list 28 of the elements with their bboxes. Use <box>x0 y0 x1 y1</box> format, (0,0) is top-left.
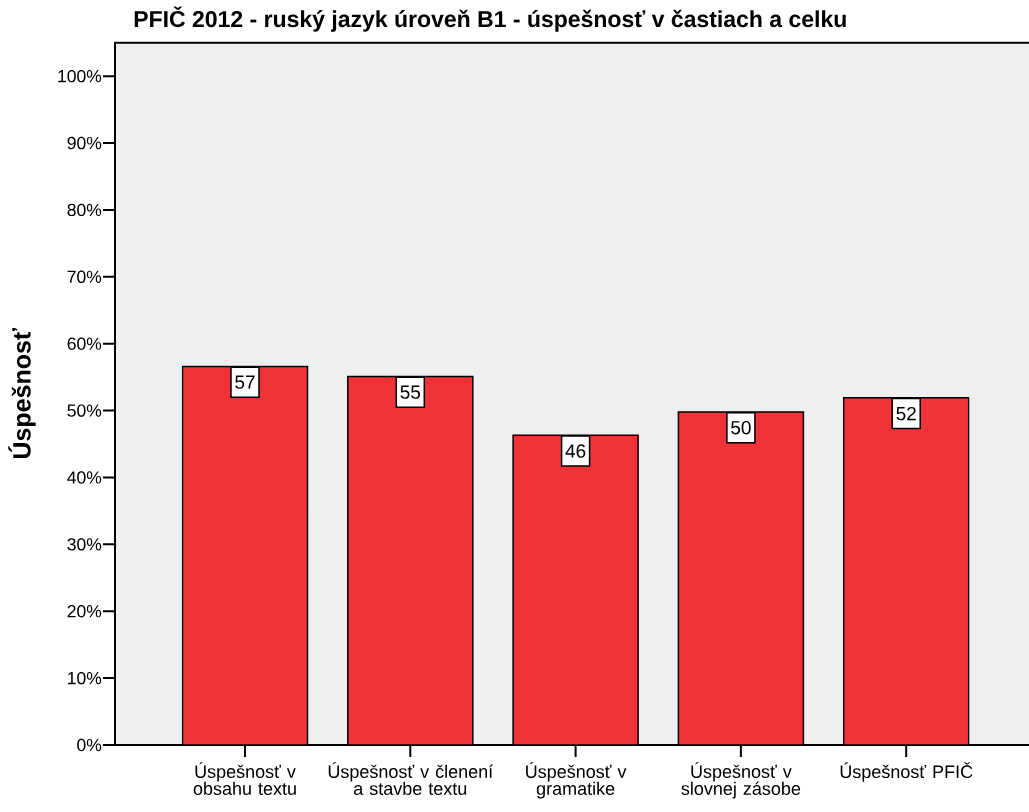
y-tick-label: 50% <box>67 404 102 417</box>
y-tick-label: 10% <box>68 671 102 685</box>
bar <box>513 435 639 745</box>
bar <box>347 376 473 745</box>
y-tick-label: 80% <box>67 203 102 217</box>
bar <box>842 397 970 745</box>
bar <box>182 366 308 745</box>
data-label: 57 <box>235 375 255 389</box>
x-tick-label: Úspešnosť v gramatike <box>526 762 627 799</box>
y-tick-label: 60% <box>67 337 102 350</box>
x-tick-label: Úspešnosť v slovnej zásobe <box>681 762 801 799</box>
y-tick-label: 100% <box>58 69 102 83</box>
x-tick-label: Úspešnosť v členení a stavbe textu <box>328 762 494 795</box>
x-tick-label: Úspešnosť PFIČ <box>840 762 973 782</box>
x-tick-label: Úspešnosť v obsahu textu <box>193 762 296 795</box>
y-tick-label: 90% <box>67 136 102 150</box>
y-tick-label: 30% <box>67 538 102 551</box>
chart-title: PFIČ 2012 - ruský jazyk úroveň B1 - úspešnosť v častiach a celku <box>134 6 846 32</box>
data-label: 50 <box>731 420 751 435</box>
bar <box>678 411 804 745</box>
y-tick-label: 20% <box>67 605 102 618</box>
y-tick-label: 0% <box>77 738 102 752</box>
data-label: 46 <box>565 444 586 458</box>
y-tick-label: 70% <box>67 270 102 283</box>
y-axis-title: Úspešnosť <box>8 328 36 459</box>
y-tick-label: 40% <box>67 471 102 484</box>
data-label: 55 <box>400 385 421 399</box>
data-label: 52 <box>896 406 916 421</box>
